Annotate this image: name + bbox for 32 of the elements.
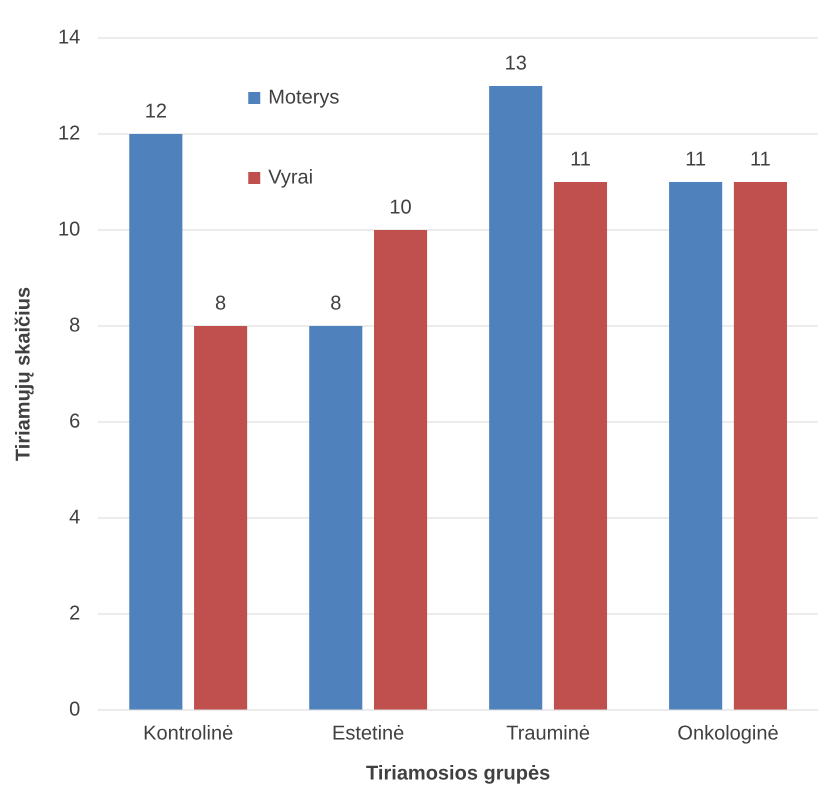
x-tick-label: Onkologinė [677, 722, 779, 745]
data-label: 8 [215, 292, 226, 315]
data-label: 10 [389, 196, 412, 219]
y-tick-label: 14 [58, 26, 80, 49]
x-tick-label: Kontrolinė [143, 722, 234, 745]
bar [554, 182, 608, 710]
x-axis-title: Tiriamosios grupės [366, 762, 550, 785]
bar [194, 326, 248, 710]
data-label: 13 [504, 52, 527, 75]
bar [129, 134, 182, 710]
bar [374, 230, 428, 710]
y-tick-label: 10 [58, 218, 80, 241]
y-tick-label: 2 [69, 602, 80, 625]
bar [669, 182, 722, 710]
bar [734, 182, 787, 710]
legend-label: Vyrai [268, 166, 314, 189]
y-tick-label: 4 [69, 506, 80, 529]
data-label: 11 [750, 148, 771, 171]
legend-label: Moterys [268, 86, 340, 109]
x-tick-label: Estetinė [332, 722, 404, 745]
data-label: 12 [144, 100, 167, 123]
y-tick-label: 0 [69, 698, 80, 721]
data-label: 11 [570, 148, 591, 171]
data-label: 11 [685, 148, 706, 171]
y-tick-label: 6 [69, 410, 80, 433]
bar [489, 86, 542, 710]
y-tick-label: 8 [69, 314, 80, 337]
y-axis-title: Tiriamųjų skaičius [12, 286, 35, 462]
y-tick-label: 12 [58, 122, 80, 145]
x-tick-label: Trauminė [506, 722, 590, 745]
bar [309, 326, 362, 710]
data-label: 8 [330, 292, 342, 315]
